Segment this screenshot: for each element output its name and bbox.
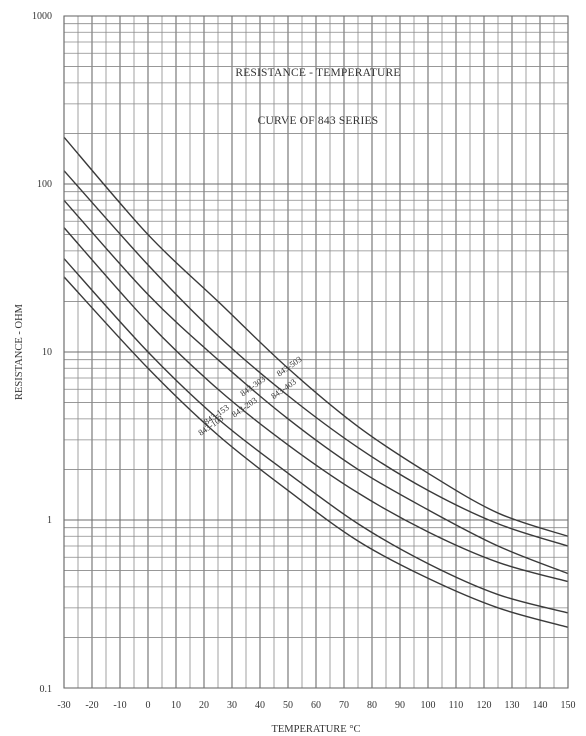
series-line-843-403 — [63, 170, 569, 547]
x-tick-label: 50 — [283, 700, 293, 711]
series-line-843-303 — [63, 199, 569, 575]
y-axis-label: RESISTANCE - OHM — [14, 303, 25, 400]
series-line-843-103 — [63, 276, 569, 628]
x-tick-label: 90 — [395, 700, 405, 711]
series-line-843-203 — [63, 227, 569, 583]
x-tick-label: 10 — [171, 700, 181, 711]
series-label-843-403: 843-403 — [269, 377, 298, 401]
x-tick-label: 70 — [339, 700, 349, 711]
chart-subtitle: CURVE OF 843 SERIES — [258, 115, 379, 127]
plot-frame — [63, 15, 569, 689]
y-tick-label: 1000 — [32, 11, 52, 22]
x-tick-label: 140 — [533, 700, 548, 711]
y-tick-label: 1 — [47, 515, 52, 526]
x-tick-label: 40 — [255, 700, 265, 711]
series-line-843-153 — [63, 258, 569, 614]
y-tick-label: 0.1 — [40, 684, 53, 695]
x-tick-label: 110 — [449, 700, 464, 711]
x-tick-label: 120 — [477, 700, 492, 711]
x-tick-label: 20 — [199, 700, 209, 711]
x-tick-label: -10 — [113, 700, 126, 711]
series-label-843-203: 843-203 — [230, 395, 259, 419]
y-tick-label: 10 — [42, 347, 52, 358]
x-axis-label: TEMPERATURE °C — [271, 724, 360, 735]
y-tick-label: 100 — [37, 179, 52, 190]
series-line-843-503 — [63, 136, 569, 537]
tick-labels: -30 -20 -10 0 10 20 30 40 50 60 70 80 90 100 110 120 130… — [32, 11, 576, 711]
chart-title: RESISTANCE - TEMPERATURE — [235, 67, 400, 79]
series-label-843-503: 843-503 — [275, 354, 304, 378]
x-tick-label: 30 — [227, 700, 237, 711]
curves: 843-503843-403843-303843-203843-153843-1… — [63, 136, 569, 628]
x-tick-label: 100 — [421, 700, 436, 711]
x-tick-label: -30 — [57, 700, 70, 711]
x-tick-label: 0 — [146, 700, 151, 711]
x-tick-label: 60 — [311, 700, 321, 711]
x-tick-label: -20 — [85, 700, 98, 711]
x-tick-label: 80 — [367, 700, 377, 711]
x-tick-label: 130 — [505, 700, 520, 711]
x-tick-label: 150 — [561, 700, 576, 711]
